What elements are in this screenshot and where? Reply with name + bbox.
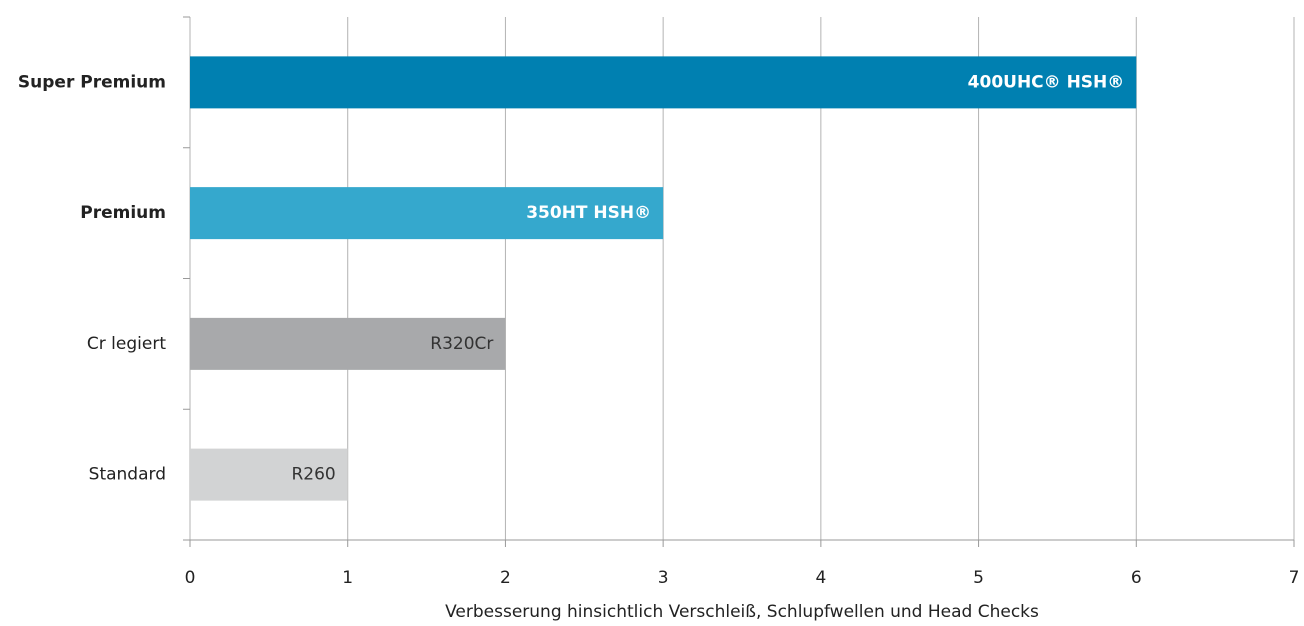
x-tick-label: 7 bbox=[1289, 568, 1300, 588]
y-tick-label: Cr legiert bbox=[87, 334, 166, 354]
bar-label: R320Cr bbox=[430, 334, 493, 354]
x-tick-label: 6 bbox=[1131, 568, 1142, 588]
bar-label: R260 bbox=[291, 465, 335, 485]
y-tick-label: Premium bbox=[80, 203, 166, 223]
bar bbox=[190, 56, 1137, 109]
x-tick-label: 1 bbox=[342, 568, 353, 588]
bar bbox=[190, 317, 506, 370]
bar-label: 350HT HSH® bbox=[526, 203, 651, 223]
bar-label: 400UHC® HSH® bbox=[968, 72, 1125, 92]
x-tick-label: 3 bbox=[658, 568, 669, 588]
x-tick-label: 4 bbox=[815, 568, 826, 588]
x-tick-label: 5 bbox=[973, 568, 984, 588]
x-axis-label: Verbesserung hinsichtlich Verschleiß, Sc… bbox=[445, 602, 1039, 622]
x-tick-label: 0 bbox=[185, 568, 196, 588]
y-tick-label: Standard bbox=[89, 465, 166, 485]
x-tick-label: 2 bbox=[500, 568, 511, 588]
bar bbox=[190, 187, 664, 240]
y-tick-label: Super Premium bbox=[18, 72, 166, 92]
bar bbox=[190, 448, 348, 501]
